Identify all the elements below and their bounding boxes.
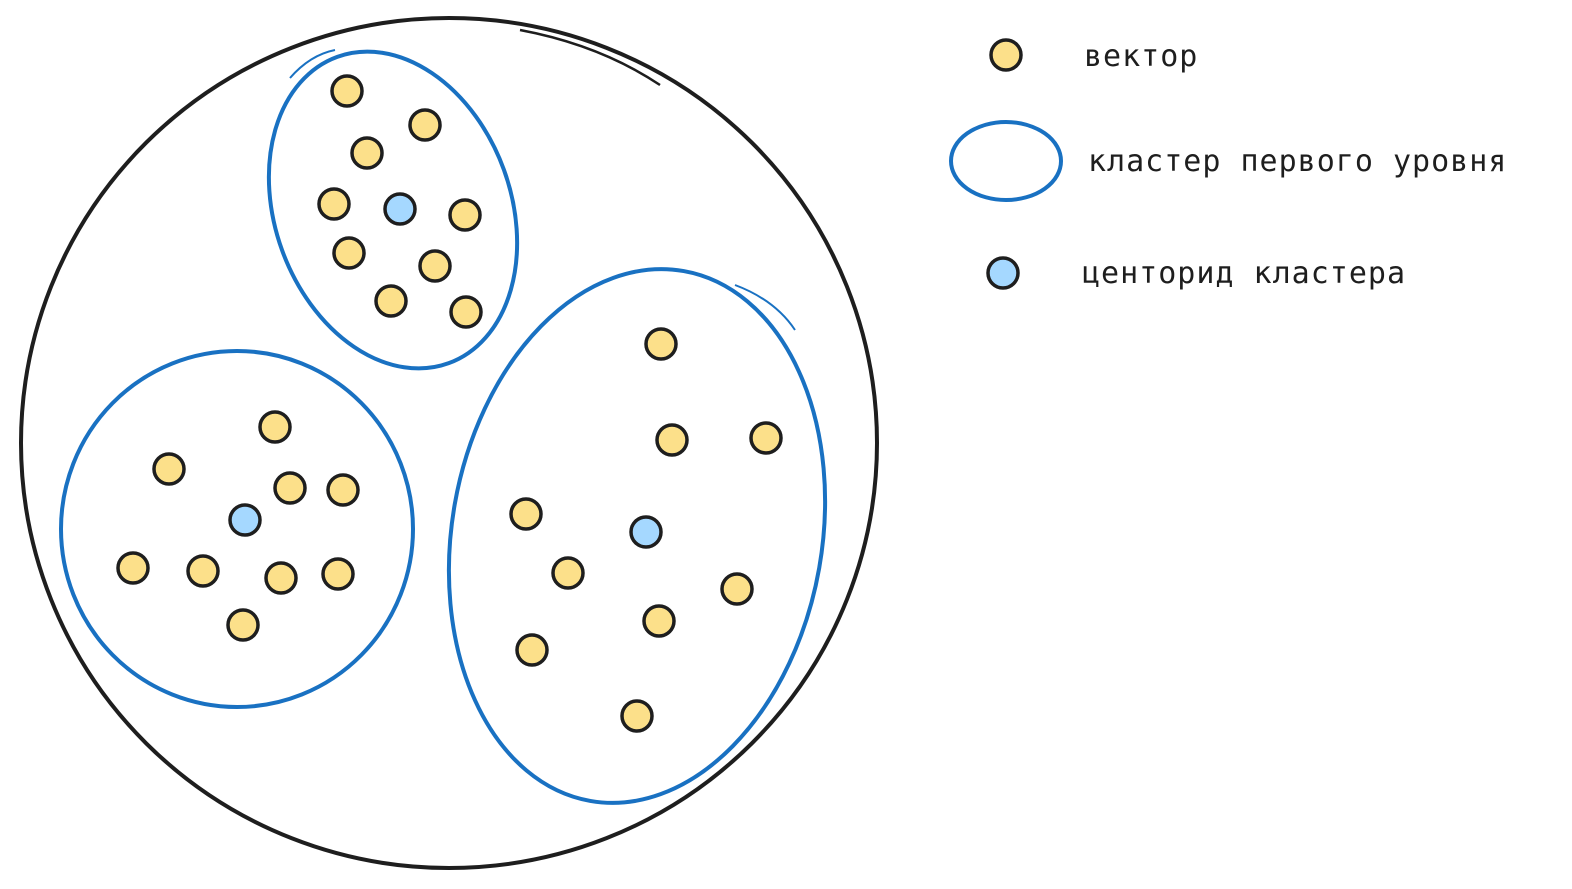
centroid-point [629, 515, 663, 549]
outer-boundary [19, 16, 879, 870]
legend-centroid-label: центорид кластера [1082, 256, 1406, 291]
vector-point [350, 136, 384, 170]
vector-point [644, 327, 678, 361]
vector-point [273, 471, 307, 505]
vector-point [620, 699, 654, 733]
vector-point [330, 74, 364, 108]
legend-centroid-marker [986, 256, 1020, 290]
vector-point [720, 572, 754, 606]
vector-point [509, 497, 543, 531]
legend-item-centroid: центорид кластера [986, 256, 1406, 291]
legend-cluster-label: кластер первого уровня [1088, 144, 1507, 179]
vector-point [655, 423, 689, 457]
vector-point [418, 249, 452, 283]
vector-point [332, 236, 366, 270]
legend-vector-marker [989, 38, 1023, 72]
vector-point [186, 554, 220, 588]
vector-point [749, 421, 783, 455]
cluster-top [266, 49, 520, 371]
vector-point [258, 410, 292, 444]
vector-point [152, 452, 186, 486]
cluster-right [446, 267, 828, 805]
legend: вектор кластер первого уровня центорид к… [949, 38, 1507, 291]
vector-point [116, 551, 150, 585]
legend-cluster-marker [949, 120, 1063, 202]
centroid-point [383, 192, 417, 226]
vector-point [264, 561, 298, 595]
centroid-point [228, 503, 262, 537]
vector-point [551, 556, 585, 590]
vector-point [408, 108, 442, 142]
legend-item-vector: вектор [989, 38, 1198, 74]
vector-point [317, 187, 351, 221]
vector-point [321, 557, 355, 591]
vector-point [642, 604, 676, 638]
vector-point [448, 198, 482, 232]
legend-vector-label: вектор [1084, 39, 1198, 74]
legend-item-cluster: кластер первого уровня [949, 120, 1507, 202]
cluster-left [59, 349, 415, 709]
points-layer [116, 74, 783, 733]
vector-point [449, 295, 483, 329]
vector-point [326, 473, 360, 507]
vector-point [515, 633, 549, 667]
vector-point [226, 608, 260, 642]
vector-point [374, 284, 408, 318]
